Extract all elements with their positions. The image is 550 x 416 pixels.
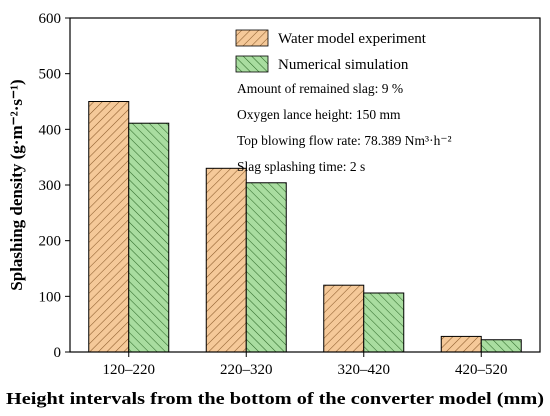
y-tick-label: 0 [54,345,62,361]
annotations: Amount of remained slag: 9 % Oxygen lanc… [237,81,452,174]
annotation-flow-rate: Top blowing flow rate: 78.389 Nm³·h⁻² [237,133,452,148]
legend-swatch-water-model [235,29,269,47]
bar-water-model-320–420 [323,284,365,353]
bar-numerical-simulation-320–420 [363,292,405,353]
y-axis-title: Splashing density (g·m⁻²·s⁻¹) [7,79,26,290]
legend: Water model experiment Numerical simulat… [235,29,427,73]
annotation-lance-height: Oxygen lance height: 150 mm [237,107,401,122]
legend-label-numerical-simulation: Numerical simulation [278,57,409,73]
x-tick-label: 320–420 [338,362,391,378]
bar-water-model-220–320 [205,167,247,353]
y-tick-label: 600 [39,11,62,27]
y-tick-label: 200 [39,234,62,250]
legend-swatch-numerical-simulation [235,55,269,73]
x-tick-label: 220–320 [220,362,273,378]
x-tick-label: 120–220 [103,362,156,378]
y-tick-label: 500 [39,67,62,83]
y-tick-label: 100 [39,289,62,305]
bar-water-model-120–220 [88,101,130,353]
annotation-splashing-time: Slag splashing time: 2 s [237,159,365,174]
y-axis-ticks: 0 100 200 300 400 500 600 [39,11,70,361]
bars-group [88,101,522,353]
bar-numerical-simulation-120–220 [128,122,170,353]
y-tick-label: 300 [39,178,62,194]
bar-water-model-420–520 [440,335,482,353]
y-tick-label: 400 [39,122,62,138]
annotation-slag-amount: Amount of remained slag: 9 % [237,81,403,96]
bar-numerical-simulation-220–320 [245,182,287,353]
x-axis-ticks: 120–220 220–320 320–420 420–520 [103,352,508,378]
legend-label-water-model: Water model experiment [278,31,427,47]
x-axis-title: Height intervals from the bottom of the … [6,389,544,408]
x-tick-label: 420–520 [455,362,508,378]
bar-numerical-simulation-420–520 [480,339,522,353]
